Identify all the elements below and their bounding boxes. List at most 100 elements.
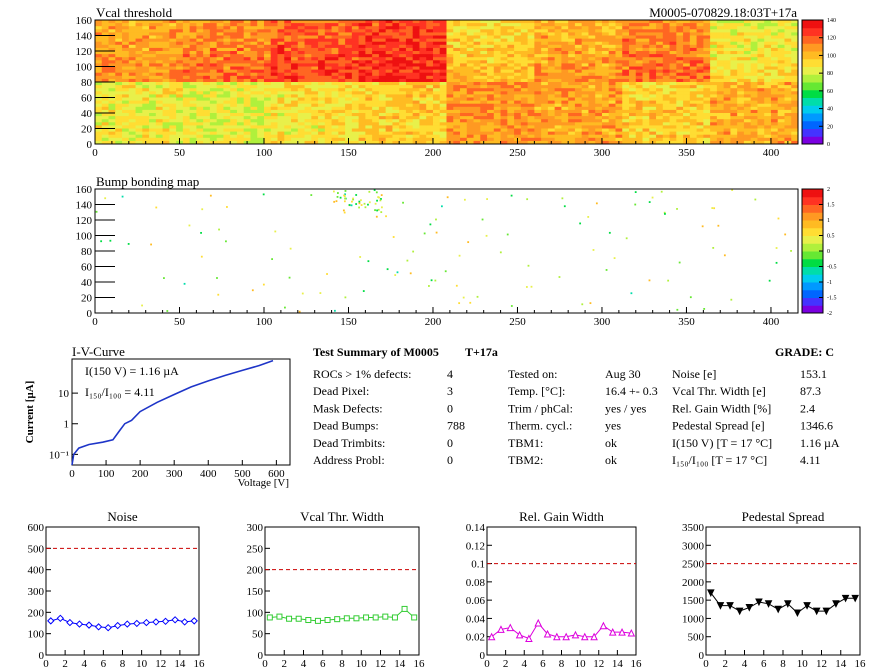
heatmap-cell <box>608 57 616 61</box>
heatmap-cell <box>554 140 562 144</box>
heatmap-cell <box>155 131 163 136</box>
heatmap-cell <box>95 38 103 43</box>
heatmap-cell <box>730 131 738 136</box>
heatmap-cell <box>683 26 691 30</box>
heatmap-cell <box>554 60 562 64</box>
dead-bump-marker <box>262 193 265 196</box>
heatmap-cell <box>770 72 779 77</box>
heatmap-cell <box>223 51 231 55</box>
heatmap-cell <box>263 128 272 132</box>
heatmap-cell <box>568 100 576 105</box>
heatmap-cell <box>696 131 704 136</box>
heatmap-cell <box>311 32 319 36</box>
heatmap-cell <box>615 131 623 136</box>
heatmap-cell <box>297 103 305 108</box>
heatmap-cell <box>547 97 556 101</box>
heatmap-cell <box>581 109 589 114</box>
heatmap-cell <box>554 54 562 58</box>
data-point <box>562 632 570 641</box>
heatmap-cell <box>426 116 434 120</box>
heatmap-cell <box>297 75 305 80</box>
heatmap-cell <box>250 116 258 120</box>
heatmap-cell <box>223 109 231 114</box>
heatmap-cell <box>737 134 745 139</box>
heatmap-cell <box>770 85 779 89</box>
heatmap-cell <box>439 60 447 64</box>
heatmap-cell <box>669 94 677 98</box>
roc-x-tick-label: 2 <box>503 658 509 670</box>
heatmap-cell <box>520 54 529 58</box>
heatmap-cell <box>466 116 474 120</box>
heatmap-cell <box>101 75 109 80</box>
heatmap-cell <box>358 134 366 139</box>
heatmap-cell <box>527 47 535 52</box>
heatmap-cell <box>629 137 637 142</box>
heatmap-cell <box>426 51 434 55</box>
heatmap-cell <box>385 94 393 98</box>
heatmap-cell <box>683 88 691 92</box>
heatmap-cell <box>777 72 785 77</box>
heatmap-cell <box>291 75 299 80</box>
heatmap-cell <box>669 78 677 83</box>
heatmap-cell <box>216 44 224 49</box>
heatmap-cell <box>176 51 184 55</box>
heatmap-cell <box>216 35 224 39</box>
heatmap-cell <box>270 122 278 126</box>
heatmap-cell <box>250 88 258 92</box>
heatmap-cell <box>149 72 157 77</box>
heatmap-cell <box>135 35 143 39</box>
heatmap-cell <box>466 44 474 49</box>
heatmap-cell <box>784 131 792 136</box>
heatmap-cell <box>764 23 772 27</box>
iv-ylabel: Current [µA] <box>24 381 36 444</box>
heatmap-cell <box>649 128 657 132</box>
heatmap-cell <box>331 128 339 132</box>
heatmap-cell <box>142 91 150 95</box>
heatmap-cell <box>135 94 143 98</box>
heatmap-cell <box>669 23 677 27</box>
summary-value: 0 <box>447 453 453 467</box>
heatmap-cell <box>568 122 576 126</box>
heatmap-cell <box>203 29 211 33</box>
heatmap-cell <box>716 113 725 117</box>
heatmap-cell <box>696 106 704 111</box>
heatmap-cell <box>527 51 535 55</box>
heatmap-cell <box>595 57 603 61</box>
heatmap-cell <box>676 44 684 49</box>
heatmap-cell <box>730 54 738 58</box>
heatmap-cell <box>365 109 373 114</box>
heatmap-cell <box>554 51 562 55</box>
heatmap-cell <box>676 23 684 27</box>
heatmap-cell <box>122 60 130 64</box>
heatmap-cell <box>257 119 265 123</box>
heatmap-cell <box>683 100 691 105</box>
heatmap-cell <box>189 66 197 70</box>
heatmap-cell <box>351 51 360 55</box>
heatmap-cell <box>122 38 130 43</box>
heatmap-cell <box>662 100 670 105</box>
heatmap-cell <box>338 35 346 39</box>
heatmap-cell <box>757 85 765 89</box>
series-line <box>491 622 632 640</box>
heatmap-cell <box>608 32 616 36</box>
heatmap-cell <box>182 97 191 101</box>
heatmap-cell <box>534 100 542 105</box>
heatmap-cell <box>656 116 664 120</box>
dead-bump-marker <box>664 213 666 215</box>
heatmap-cell <box>230 100 238 105</box>
heatmap-cell <box>507 125 515 129</box>
heatmap-cell <box>338 63 346 67</box>
heatmap-cell <box>277 66 285 70</box>
heatmap-cell <box>615 44 623 49</box>
heatmap-cell <box>507 109 515 114</box>
heatmap-cell <box>656 140 664 144</box>
heatmap-cell <box>601 69 610 74</box>
heatmap-cell <box>378 94 387 98</box>
heatmap-cell <box>473 116 481 120</box>
heatmap-cell <box>446 47 454 52</box>
heatmap-cell <box>710 75 718 80</box>
map-y-tick-label: 80 <box>81 77 93 89</box>
heatmap-cell <box>487 51 495 55</box>
heatmap-cell <box>460 116 468 120</box>
data-point <box>832 600 840 608</box>
